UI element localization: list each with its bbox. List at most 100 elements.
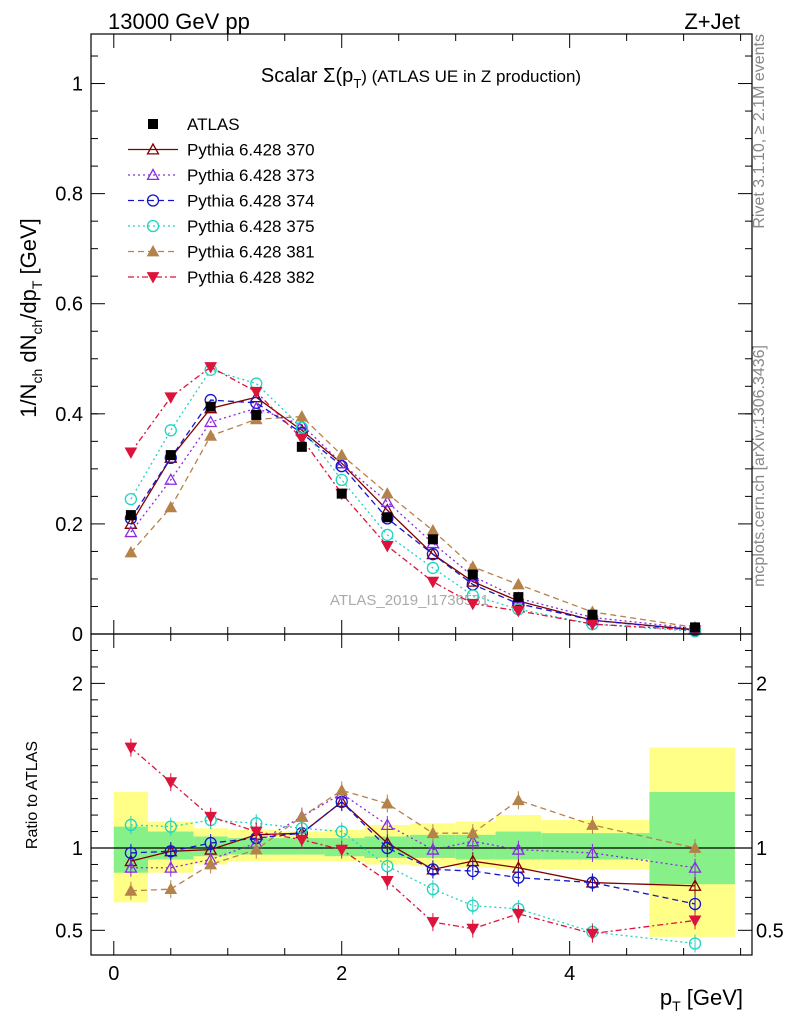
main-series-line-2 [130, 399, 696, 631]
main-y-tick-label: 0 [72, 624, 83, 646]
x-tick-label: 4 [564, 963, 575, 985]
ratio-series-4-marker [466, 826, 480, 839]
ratio-series-2-marker [124, 846, 138, 860]
ratio-y-tick-label-right: 2 [756, 673, 767, 695]
atlas-data-point [205, 401, 216, 412]
legend-atlas-label: ATLAS [187, 115, 240, 134]
main-title: Scalar Σ(pT) (ATLAS UE in Z production) [261, 65, 581, 91]
atlas-data-point [125, 510, 136, 521]
ratio-series-5-marker [512, 908, 525, 921]
main-series-1-marker [124, 525, 138, 538]
ratio-series-5-marker [688, 915, 702, 927]
ratio-series-3-marker [381, 859, 394, 873]
ylabel-b: dN [16, 335, 41, 369]
main-series-3-marker [164, 424, 177, 437]
ylabel-a: 1/N [16, 384, 41, 418]
main-series-5-marker [249, 386, 263, 399]
main-series-5-marker [164, 392, 178, 404]
xlabel-b: [GeV] [681, 985, 743, 1010]
legend-label-5: Pythia 6.428 382 [187, 268, 315, 287]
x-axis-label: pT [GeV] [660, 985, 743, 1014]
main-series-5-marker [204, 362, 218, 374]
main-series-2-marker [426, 548, 440, 561]
ratio-series-4-marker [164, 882, 178, 895]
atlas-data-point [296, 441, 307, 452]
main-series-4-marker [335, 448, 349, 461]
ylabel-c-sub: T [29, 280, 45, 289]
main-series-1-marker [380, 495, 394, 507]
ratio-y-tick-label-right: 0.5 [756, 920, 784, 942]
ratio-series-5-marker [249, 826, 263, 839]
side-rivet-label: Rivet 3.1.10, ≥ 2.1M events [751, 34, 768, 229]
main-series-1-marker [335, 456, 349, 469]
legend-marker-1 [146, 168, 160, 181]
x-tick-label: 2 [336, 963, 347, 985]
side-mcplots-label: mcplots.cern.ch [arXiv:1306.3436] [751, 345, 768, 587]
main-series-5-marker [124, 447, 138, 459]
ratio-series-5-marker [204, 811, 218, 824]
legend-marker-5 [146, 272, 160, 284]
legend-label-3: Pythia 6.428 375 [187, 217, 315, 236]
ratio-series-line-0 [130, 801, 696, 887]
ratio-series-5-marker [380, 876, 394, 888]
atlas-data-point [382, 512, 393, 523]
ratio-series-4-marker [688, 841, 702, 853]
atlas-data-point [165, 450, 176, 461]
main-series-1-marker [204, 415, 218, 428]
main-series-line-5 [130, 366, 696, 631]
main-series-3-marker [295, 421, 308, 434]
ratio-series-1-marker [124, 860, 138, 873]
main-series-1-marker [164, 473, 178, 485]
ylabel-b-sub: ch [29, 320, 45, 335]
ratio-series-line-5 [130, 747, 696, 935]
atlas-data-point [336, 488, 347, 499]
ratio-series-4-marker [512, 793, 525, 806]
title-part-post: ) (ATLAS UE in Z production) [361, 67, 581, 86]
ylabel-a-sub: ch [29, 369, 45, 384]
ratio-series-4-marker [426, 826, 440, 839]
ratio-series-3-marker [124, 818, 138, 832]
ratio-series-line-1 [130, 792, 696, 869]
legend-label-4: Pythia 6.428 381 [187, 243, 315, 262]
atlas-data-point [587, 609, 598, 620]
ratio-series-line-2 [130, 801, 696, 905]
main-series-5-marker [466, 598, 480, 611]
main-series-3-marker [335, 473, 348, 487]
main-series-4-marker [380, 487, 394, 499]
main-y-tick-label: 0.4 [55, 404, 83, 426]
main-series-line-0 [130, 396, 696, 631]
green-band-bin [649, 792, 735, 885]
atlas-data-point [513, 592, 524, 603]
ratio-series-5-marker [164, 777, 178, 789]
main-series-0-marker [426, 547, 440, 560]
ratio-series-4-marker [249, 843, 263, 855]
ratio-y-tick-label-right: 1 [756, 838, 767, 860]
main-y-tick-label: 0.8 [55, 184, 83, 206]
main-series-line-4 [130, 415, 696, 629]
ratio-y-tick-label: 1 [72, 838, 83, 860]
ratio-series-3-marker [335, 825, 348, 838]
header-right-label: Z+Jet [684, 9, 740, 34]
main-y-tick-label: 1 [72, 74, 83, 96]
main-series-3-marker [381, 528, 394, 542]
ratio-series-3-marker [164, 820, 177, 833]
atlas-data-point [427, 534, 438, 545]
main-y-tick-label: 0.6 [55, 294, 83, 316]
main-series-4-marker [426, 523, 440, 536]
ratio-series-5-marker [124, 742, 138, 755]
header-left-label: 13000 GeV pp [108, 9, 250, 34]
main-series-4-marker [204, 429, 218, 441]
ratio-series-2-marker [381, 841, 394, 855]
title-part-pre: Scalar Σ(p [261, 65, 353, 87]
ratio-series-2-marker [586, 876, 599, 889]
ratio-series-line-3 [130, 819, 696, 945]
ratio-series-4-marker [586, 818, 599, 830]
ratio-series-2-marker [426, 863, 440, 876]
atlas-data-point [251, 409, 262, 420]
ratio-series-1-marker [380, 818, 394, 831]
main-series-4-marker [295, 410, 309, 422]
atlas-data-point [467, 569, 478, 580]
legend-marker-2 [146, 194, 160, 207]
ratio-series-1-marker [466, 834, 480, 847]
